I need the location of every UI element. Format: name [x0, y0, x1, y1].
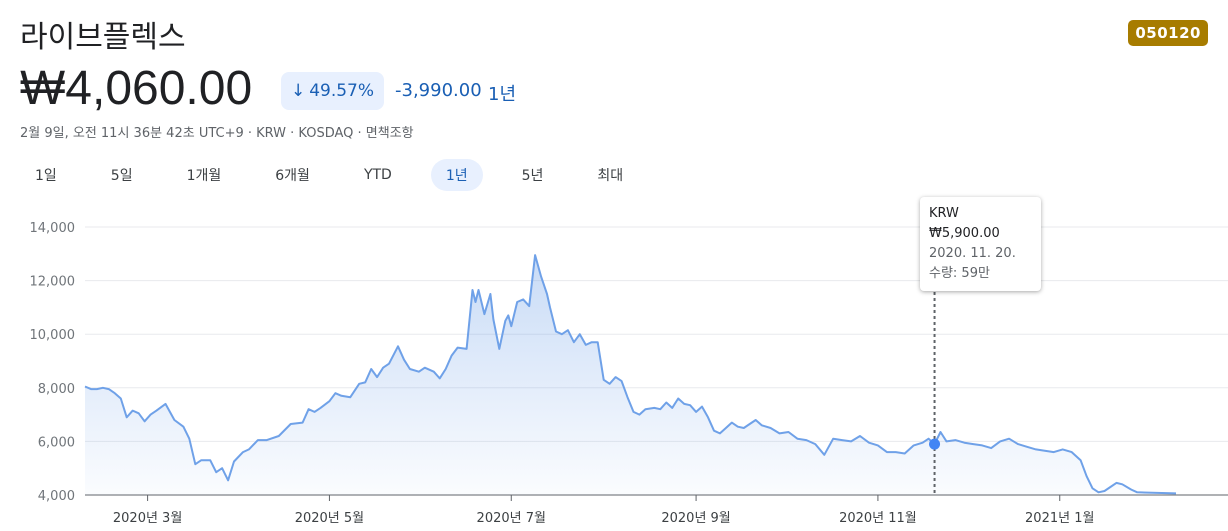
- range-tab-6m[interactable]: 6개월: [275, 168, 310, 184]
- y-tick-label: 8,000: [38, 382, 75, 397]
- arrow-down-icon: ↓: [290, 81, 306, 101]
- hover-point: [929, 438, 941, 450]
- tooltip-date: 2020. 11. 20.: [929, 246, 1016, 261]
- range-tabs: 1일 5일 1개월 6개월 YTD 1년 5년 최대: [20, 159, 662, 191]
- y-tick-label: 12,000: [30, 275, 76, 290]
- y-tick-label: 4,000: [38, 489, 75, 504]
- change-period: 1년: [488, 84, 517, 105]
- range-tab-1m[interactable]: 1개월: [186, 168, 222, 184]
- y-tick-label: 14,000: [30, 221, 76, 236]
- x-tick-label: 2020년 3월: [113, 511, 182, 526]
- stock-name: 라이브플렉스: [20, 20, 186, 55]
- x-tick-label: 2020년 9월: [661, 511, 730, 526]
- price-line: [84, 254, 1177, 495]
- range-tab-5y[interactable]: 5년: [521, 168, 544, 184]
- tooltip-price: KRW ₩5,900.00: [929, 206, 1000, 241]
- hover-tooltip: KRW ₩5,900.00 2020. 11. 20. 수량: 59만: [920, 197, 1041, 291]
- change-percent-badge: ↓ 49.57%: [281, 72, 384, 110]
- quote-meta: 2월 9일, 오전 11시 36분 42초 UTC+9 · KRW · KOSD…: [20, 126, 414, 141]
- x-tick-label: 2020년 5월: [295, 511, 364, 526]
- y-tick-label: 10,000: [30, 328, 76, 343]
- range-tab-max[interactable]: 최대: [597, 168, 624, 184]
- tooltip-volume: 수량: 59만: [929, 266, 990, 281]
- change-absolute: -3,990.00: [395, 80, 482, 101]
- x-tick-label: 2020년 7월: [477, 511, 546, 526]
- x-tick-label: 2021년 1월: [1025, 511, 1094, 526]
- range-tab-1d[interactable]: 1일: [35, 168, 57, 184]
- ticker-badge: 050120: [1128, 20, 1208, 46]
- range-tab-5d[interactable]: 5일: [110, 168, 133, 184]
- current-price: ₩4,060.00: [20, 62, 253, 115]
- change-percent: 49.57%: [309, 81, 375, 101]
- range-tab-ytd[interactable]: YTD: [363, 167, 392, 183]
- range-tab-1y[interactable]: 1년: [430, 159, 483, 191]
- y-tick-label: 6,000: [38, 435, 75, 450]
- x-tick-label: 2020년 11월: [839, 511, 917, 526]
- price-area-fill: [85, 255, 1176, 495]
